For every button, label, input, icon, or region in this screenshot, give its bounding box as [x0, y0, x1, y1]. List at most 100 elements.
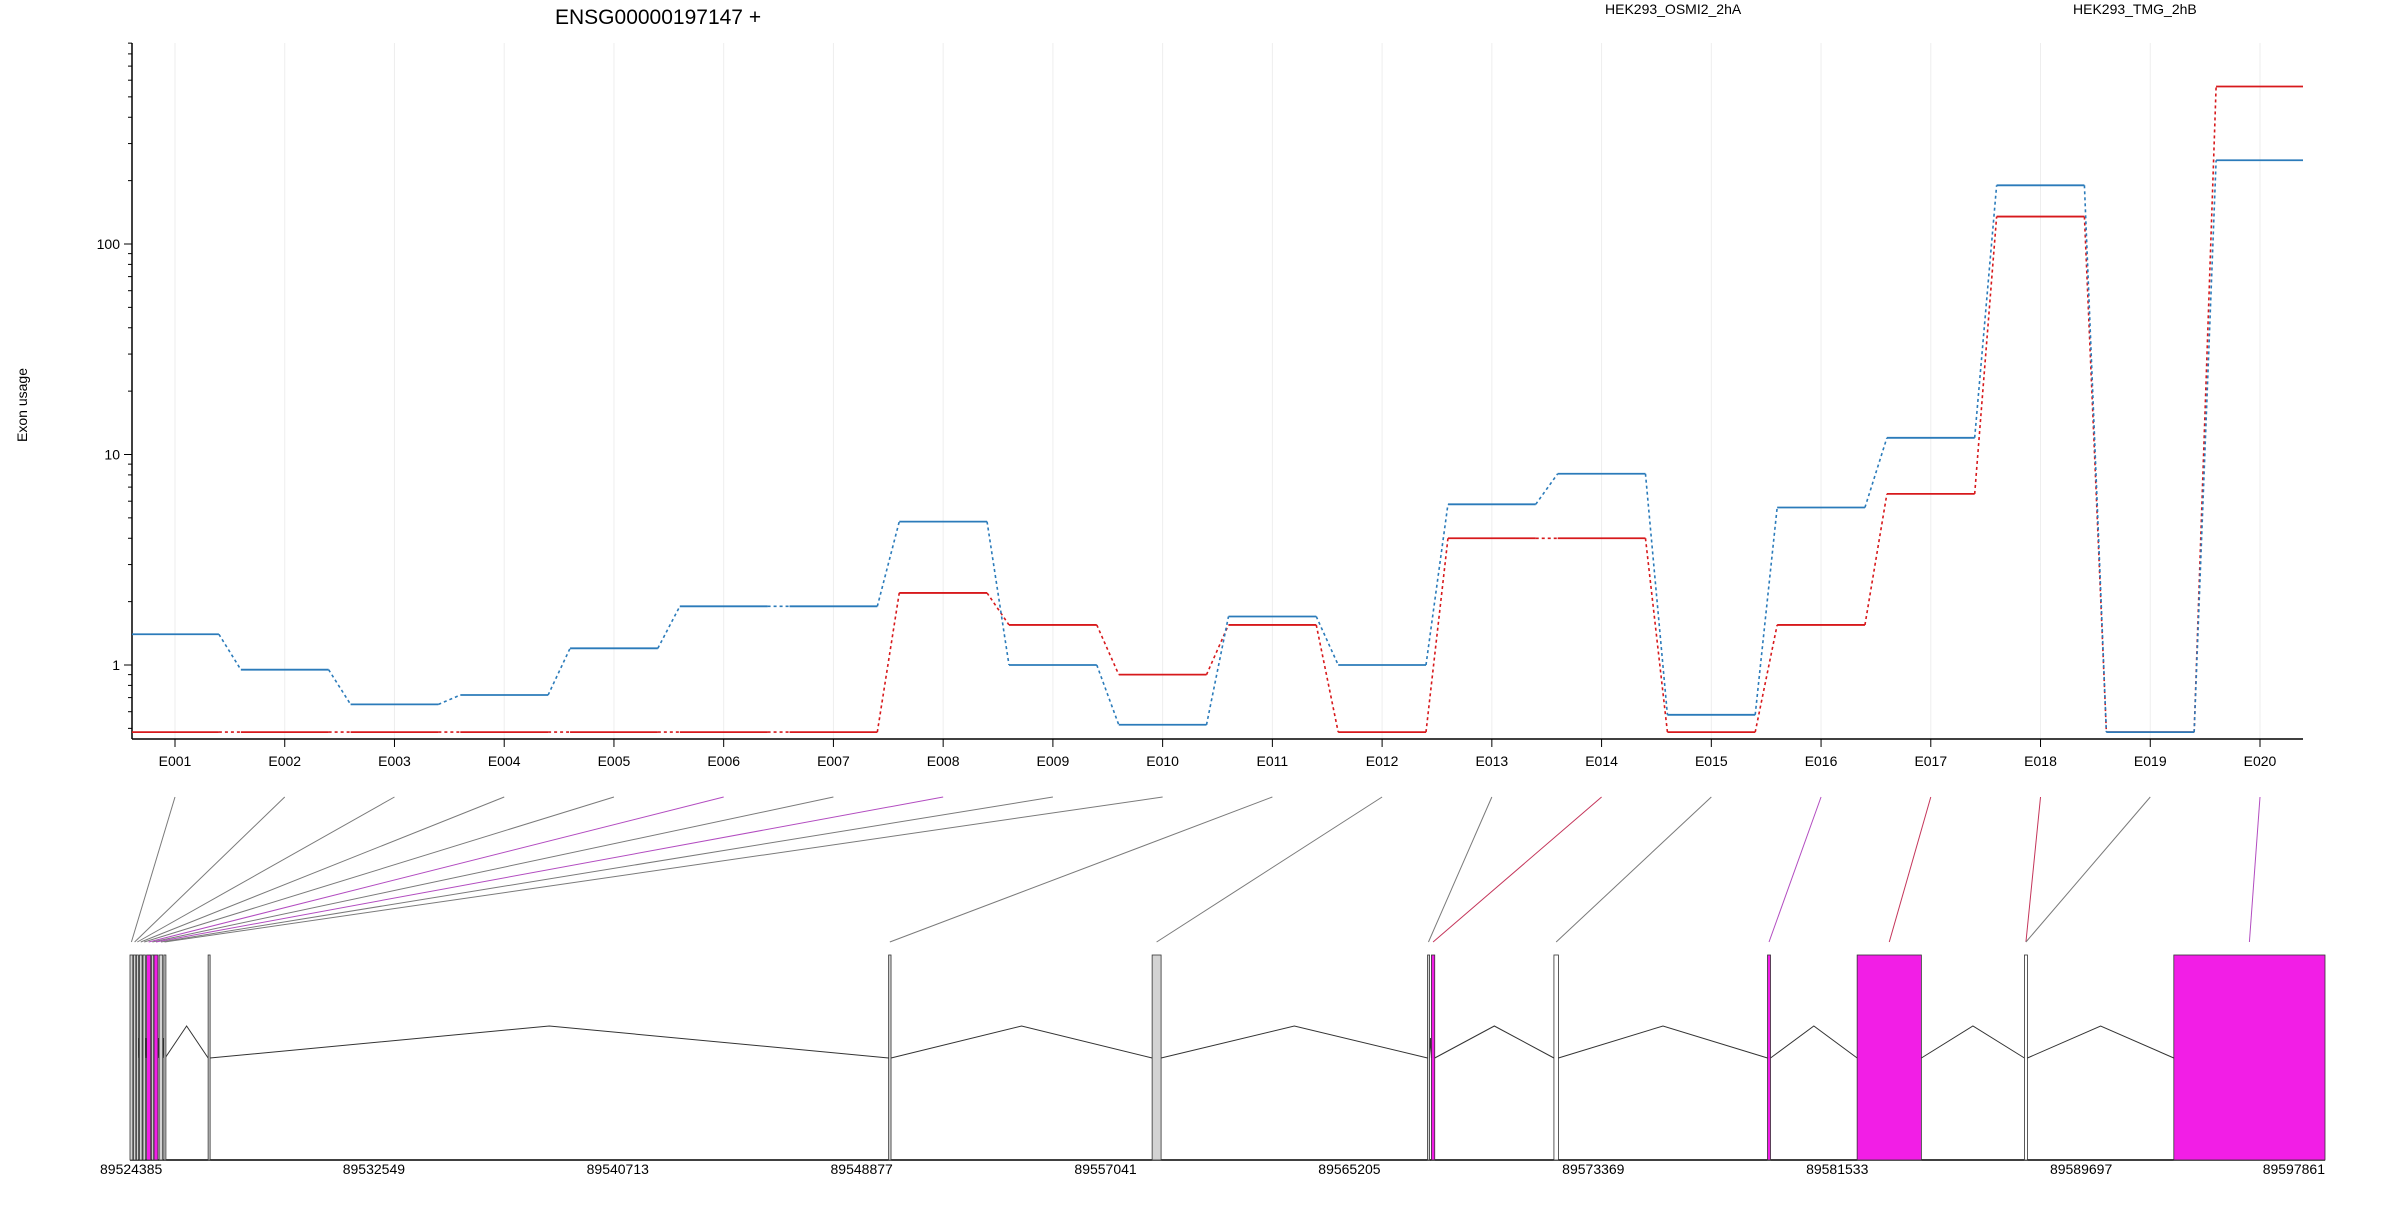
x-tick-label-E015: E015	[1695, 753, 1728, 769]
link-line-E011	[889, 796, 1273, 943]
legend-entry-tmg: HEK293_TMG_2hB	[2073, 1, 2197, 17]
intron-E012-E013	[890, 1025, 1153, 1059]
x-tick-label-E012: E012	[1366, 753, 1399, 769]
intron-E019-E020	[2027, 1025, 2175, 1059]
series-1-link-E004	[547, 647, 571, 696]
exon-box-E001	[129, 954, 134, 1161]
link-line-E017	[1888, 796, 1932, 943]
exon-box-E009	[158, 954, 164, 1161]
intron-E015-E016	[1434, 1025, 1555, 1059]
series-0-link-E010	[1205, 624, 1230, 675]
x-tick-label-E006: E006	[707, 753, 740, 769]
link-line-E013	[1428, 796, 1493, 943]
exon-link-lines	[130, 796, 2261, 943]
exon-box-E015	[1431, 954, 1436, 1161]
intron-E018-E019	[1921, 1025, 2025, 1059]
x-tick-label-E014: E014	[1585, 753, 1618, 769]
series-0-link-E015	[1754, 624, 1778, 733]
genomic-tick-label: 89581533	[1806, 1161, 1869, 1177]
legend-entry-osmi2: HEK293_OSMI2_2hA	[1605, 1, 1742, 17]
link-line-E007	[152, 796, 834, 943]
genomic-tick-label: 89597861	[2263, 1161, 2326, 1177]
exon-box-E003	[136, 954, 139, 1161]
y-tick-label: 10	[104, 447, 120, 463]
series-0	[132, 85, 2303, 733]
exon-box-E002	[133, 954, 137, 1161]
intron-E010-E011	[164, 1025, 209, 1059]
grid-lines	[174, 43, 2261, 739]
link-line-E005	[144, 796, 615, 943]
series-1-link-E018	[2083, 185, 2108, 733]
series-1-link-E010	[1205, 616, 1230, 725]
series-1-link-E008	[986, 521, 1010, 666]
genomic-tick-label: 89565205	[1318, 1161, 1381, 1177]
exon-box-E013	[1151, 954, 1162, 1161]
x-tick-label-E004: E004	[488, 753, 521, 769]
genomic-tick-label: 89589697	[2050, 1161, 2113, 1177]
x-tick-label-E010: E010	[1146, 753, 1179, 769]
series-1-link-E015	[1754, 507, 1778, 715]
series-1-link-E009	[1096, 664, 1120, 726]
exon-box-E007	[151, 954, 155, 1161]
genomic-tick-label: 89548877	[831, 1161, 894, 1177]
link-line-E012	[1156, 796, 1383, 943]
series-1-link-E003	[438, 694, 461, 706]
link-line-E010	[164, 796, 1163, 943]
y-tick-label: 100	[97, 236, 121, 252]
intron-E017-E018	[1770, 1025, 1858, 1059]
exon-box-E016	[1553, 954, 1559, 1161]
genomic-tick-label: 89532549	[343, 1161, 406, 1177]
x-tick-label-E003: E003	[378, 753, 411, 769]
series-0-link-E016	[1864, 493, 1888, 626]
genomic-tick-label: 89573369	[1562, 1161, 1625, 1177]
series-1-link-E011	[1315, 616, 1339, 666]
x-tick-label-E007: E007	[817, 753, 850, 769]
intron-E013-E014	[1160, 1025, 1428, 1059]
link-line-E015	[1555, 796, 1712, 943]
series-0-link-E007	[876, 592, 901, 733]
x-tick-label-E018: E018	[2024, 753, 2057, 769]
link-line-E020	[2248, 796, 2261, 943]
gene-model: 89524385 89532549 89540713 89548877 89557041…	[100, 954, 2326, 1177]
link-line-E001	[130, 796, 176, 943]
x-tick-label-E001: E001	[159, 753, 192, 769]
x-tick-label-E009: E009	[1037, 753, 1070, 769]
genomic-tick-label: 89524385	[100, 1161, 163, 1177]
x-tick-label-E016: E016	[1805, 753, 1838, 769]
exon-box-E014	[1427, 954, 1430, 1161]
exon-box-E005	[142, 954, 146, 1161]
x-tick-label-E013: E013	[1475, 753, 1508, 769]
exon-box-E018	[1856, 954, 1922, 1161]
series-0-link-E009	[1096, 624, 1120, 675]
link-line-E016	[1768, 796, 1822, 943]
genomic-tick-label: 89557041	[1074, 1161, 1137, 1177]
x-tick-label-E005: E005	[598, 753, 631, 769]
link-line-E018	[2025, 796, 2042, 943]
exon-box-E012	[888, 954, 892, 1161]
exon-box-E011	[207, 954, 211, 1161]
series-0-link-E012	[1425, 538, 1449, 733]
link-line-E002	[134, 796, 286, 943]
exon-box-E008	[153, 954, 159, 1161]
series-0-link-E008	[986, 592, 1010, 626]
series-1-link-E002	[327, 669, 352, 705]
exon-box-E006	[146, 954, 152, 1161]
series-1-link-E019	[2193, 160, 2217, 733]
series-1-link-E005	[657, 605, 681, 649]
link-line-E009	[160, 796, 1053, 943]
y-axis-label: Exon usage	[14, 368, 30, 442]
link-line-E004	[140, 796, 505, 943]
series-1-link-E013	[1535, 473, 1559, 505]
series-1-link-E007	[876, 521, 901, 607]
plot-area: 1 10 100 E001 E002 E003 E004 E005 E006 E007 E008 E0…	[97, 42, 2303, 769]
x-tick-label-E017: E017	[1914, 753, 1947, 769]
x-tick-label-E011: E011	[1257, 753, 1289, 769]
exon-box-E004	[139, 954, 143, 1161]
series-1-link-E014	[1644, 473, 1669, 715]
series-0-link-E014	[1644, 538, 1669, 733]
intron-E011-E012	[209, 1025, 889, 1059]
exon-box-E017	[1767, 954, 1771, 1161]
link-line-E014	[1432, 796, 1602, 943]
